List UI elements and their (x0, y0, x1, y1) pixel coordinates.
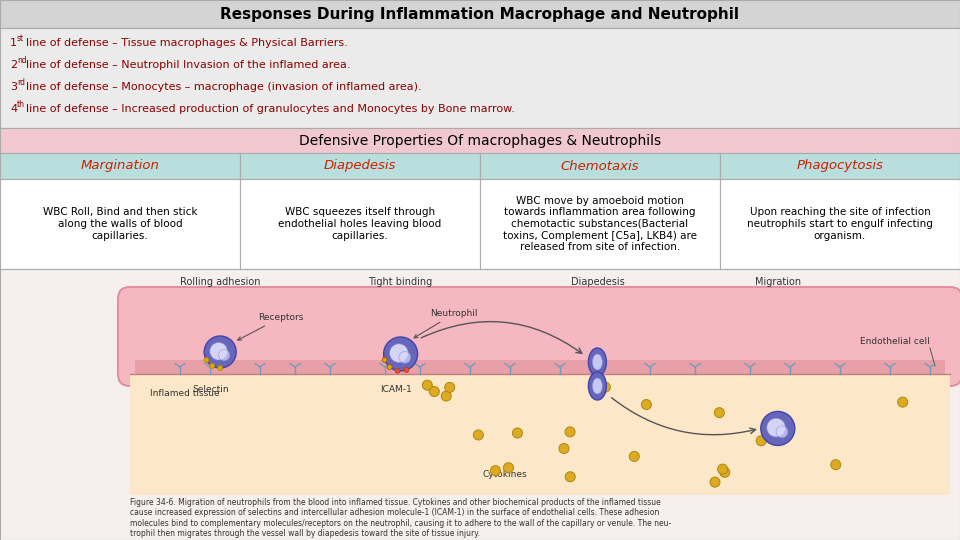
Circle shape (600, 382, 611, 392)
FancyBboxPatch shape (0, 269, 960, 540)
Circle shape (473, 430, 484, 440)
FancyBboxPatch shape (130, 374, 950, 495)
FancyBboxPatch shape (0, 28, 960, 128)
Text: Margination: Margination (81, 159, 159, 172)
Circle shape (503, 463, 514, 472)
Text: Upon reaching the site of infection
neutrophils start to engulf infecting
organi: Upon reaching the site of infection neut… (747, 207, 933, 241)
Circle shape (399, 352, 411, 363)
Text: Neutrophil: Neutrophil (414, 309, 478, 338)
Circle shape (720, 467, 730, 477)
Text: Diapedesis: Diapedesis (570, 277, 624, 287)
Circle shape (390, 344, 408, 362)
FancyBboxPatch shape (720, 179, 960, 269)
Text: Responses During Inflammation Macrophage and Neutrophil: Responses During Inflammation Macrophage… (221, 6, 739, 22)
Text: Endothelial cell: Endothelial cell (860, 337, 930, 346)
Circle shape (714, 408, 725, 417)
Ellipse shape (592, 354, 603, 370)
Circle shape (210, 342, 228, 360)
Text: Diapedesis: Diapedesis (324, 159, 396, 172)
Text: 4: 4 (10, 104, 17, 114)
Circle shape (442, 391, 451, 401)
Circle shape (717, 464, 728, 474)
Text: Receptors: Receptors (238, 313, 303, 340)
Ellipse shape (588, 348, 607, 376)
Text: Migration: Migration (755, 277, 801, 287)
FancyBboxPatch shape (480, 153, 720, 179)
FancyBboxPatch shape (0, 0, 960, 28)
Text: Inflamed tissue: Inflamed tissue (150, 389, 220, 398)
Text: Tight binding: Tight binding (369, 277, 433, 287)
Circle shape (218, 366, 223, 370)
Circle shape (209, 363, 215, 368)
Circle shape (396, 368, 400, 373)
Text: line of defense – Neutrophil Invasion of the inflamed area.: line of defense – Neutrophil Invasion of… (26, 60, 350, 70)
Text: Defensive Properties Of macrophages & Neutrophils: Defensive Properties Of macrophages & Ne… (299, 133, 661, 147)
Circle shape (559, 443, 569, 454)
Text: line of defense – Monocytes – macrophage (invasion of inflamed area).: line of defense – Monocytes – macrophage… (26, 82, 421, 92)
Text: line of defense – Tissue macrophages & Physical Barriers.: line of defense – Tissue macrophages & P… (26, 38, 348, 48)
Circle shape (491, 465, 500, 476)
FancyBboxPatch shape (0, 128, 960, 153)
Circle shape (384, 337, 418, 371)
Text: 3: 3 (10, 82, 17, 92)
Text: st: st (17, 34, 24, 43)
FancyBboxPatch shape (240, 179, 480, 269)
FancyBboxPatch shape (480, 179, 720, 269)
Circle shape (641, 400, 652, 409)
Circle shape (565, 427, 575, 437)
Ellipse shape (588, 372, 607, 400)
FancyBboxPatch shape (135, 360, 945, 374)
Circle shape (382, 357, 387, 362)
FancyBboxPatch shape (720, 153, 960, 179)
Text: WBC move by amoeboid motion
towards inflammation area following
chemotactic subs: WBC move by amoeboid motion towards infl… (503, 196, 697, 252)
Text: WBC squeezes itself through
endothelial holes leaving blood
capillaries.: WBC squeezes itself through endothelial … (278, 207, 442, 241)
FancyBboxPatch shape (0, 153, 240, 179)
Circle shape (629, 451, 639, 461)
Circle shape (565, 472, 575, 482)
Text: Cytokines: Cytokines (483, 464, 527, 479)
Circle shape (756, 436, 766, 446)
Circle shape (204, 336, 236, 368)
Text: Chemotaxis: Chemotaxis (561, 159, 639, 172)
Circle shape (513, 428, 522, 438)
Circle shape (898, 397, 908, 407)
Circle shape (761, 411, 795, 446)
Circle shape (780, 419, 790, 429)
Text: Selectin: Selectin (192, 385, 228, 394)
Text: Rolling adhesion: Rolling adhesion (180, 277, 260, 287)
Circle shape (219, 349, 229, 361)
Text: th: th (17, 100, 25, 109)
Ellipse shape (592, 378, 603, 394)
Text: 1: 1 (10, 38, 17, 48)
Circle shape (710, 477, 720, 487)
Text: Phagocytosis: Phagocytosis (797, 159, 883, 172)
Text: ICAM-1: ICAM-1 (380, 385, 412, 394)
Text: line of defense – Increased production of granulocytes and Monocytes by Bone mar: line of defense – Increased production o… (26, 104, 515, 114)
Circle shape (422, 380, 432, 390)
FancyBboxPatch shape (118, 287, 960, 386)
Circle shape (767, 418, 785, 437)
Circle shape (387, 364, 393, 369)
Circle shape (429, 387, 440, 396)
Circle shape (830, 460, 841, 470)
Circle shape (444, 382, 455, 393)
FancyBboxPatch shape (240, 153, 480, 179)
Text: WBC Roll, Bind and then stick
along the walls of blood
capillaries.: WBC Roll, Bind and then stick along the … (43, 207, 197, 241)
Text: 2: 2 (10, 60, 17, 70)
Text: rd: rd (17, 78, 25, 87)
Circle shape (204, 357, 209, 362)
FancyBboxPatch shape (0, 179, 240, 269)
Circle shape (776, 426, 788, 438)
Text: Figure 34-6. Migration of neutrophils from the blood into inflamed tissue. Cytok: Figure 34-6. Migration of neutrophils fr… (130, 498, 671, 538)
Circle shape (404, 368, 409, 373)
Text: nd: nd (17, 56, 27, 65)
